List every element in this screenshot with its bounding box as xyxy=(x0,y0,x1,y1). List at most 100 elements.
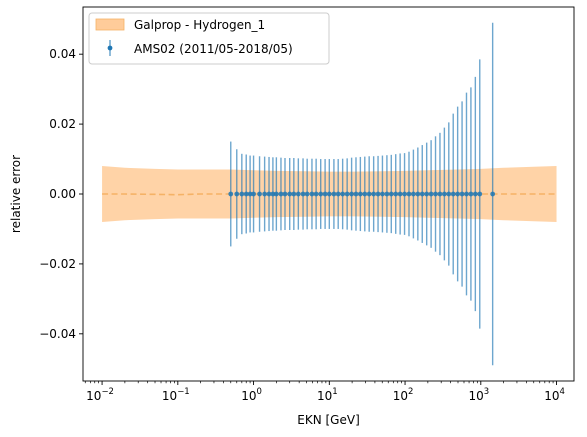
errorbar-point xyxy=(419,145,425,243)
y-tick-label: −0.04 xyxy=(39,327,76,341)
errorbar-point xyxy=(295,158,301,230)
errorbar-point xyxy=(282,157,288,231)
data-marker xyxy=(459,191,465,197)
data-marker xyxy=(243,191,249,197)
data-marker xyxy=(257,191,262,197)
errorbar-point xyxy=(340,158,346,230)
data-marker xyxy=(441,191,447,197)
data-marker xyxy=(446,191,452,197)
errorbar-point xyxy=(291,157,297,231)
errorbar-point xyxy=(362,156,368,232)
errorbar-point xyxy=(402,153,407,235)
data-marker xyxy=(375,191,381,197)
errorbar-point xyxy=(388,154,394,234)
data-marker xyxy=(428,191,434,197)
errorbar-point xyxy=(257,156,262,232)
errorbar-point xyxy=(428,140,434,248)
data-marker xyxy=(357,191,363,197)
data-marker xyxy=(437,191,443,197)
data-marker xyxy=(349,191,355,197)
data-marker xyxy=(353,191,359,197)
y-tick-label: 0.02 xyxy=(49,117,76,131)
data-marker xyxy=(295,191,301,197)
errorbar-point xyxy=(490,22,496,366)
data-marker xyxy=(234,191,240,197)
x-tick-label: 103 xyxy=(468,387,489,403)
data-marker xyxy=(490,191,496,197)
data-marker xyxy=(477,191,483,197)
data-marker xyxy=(380,191,385,197)
data-marker xyxy=(344,191,350,197)
data-marker xyxy=(326,191,332,197)
data-marker xyxy=(472,191,478,197)
errorbar-point xyxy=(472,76,478,312)
errorbar-point xyxy=(477,59,483,329)
errorbar-point xyxy=(357,156,363,232)
data-marker xyxy=(304,191,310,197)
x-tick-label: 10−2 xyxy=(86,387,114,403)
data-marker xyxy=(464,191,469,197)
data-marker xyxy=(455,191,461,197)
data-marker xyxy=(371,191,377,197)
data-marker xyxy=(262,191,268,197)
errorbar-point xyxy=(278,157,284,231)
data-marker xyxy=(419,191,425,197)
y-axis-label: relative error xyxy=(9,155,23,233)
errorbar-point xyxy=(270,157,276,231)
errorbar-point xyxy=(437,132,443,256)
errorbar-point xyxy=(415,147,421,241)
y-tick-label: −0.02 xyxy=(39,257,76,271)
errorbar-point xyxy=(251,155,256,233)
errorbar-point xyxy=(228,141,234,247)
data-marker xyxy=(335,191,341,197)
errorbar-point xyxy=(273,157,279,231)
data-marker xyxy=(402,191,407,197)
errorbar-point xyxy=(450,113,456,275)
data-marker xyxy=(322,191,328,197)
errorbar-point xyxy=(411,149,416,239)
plot-area xyxy=(102,22,557,366)
data-marker xyxy=(362,191,368,197)
errorbar-point xyxy=(344,158,350,230)
errorbar-point xyxy=(424,142,430,246)
errorbar-point xyxy=(243,154,249,234)
y-axis: −0.04 −0.02 0.00 0.02 0.04 xyxy=(39,47,83,341)
legend-entry-model: Galprop - Hydrogen_1 xyxy=(134,18,265,32)
data-marker xyxy=(415,191,421,197)
data-marker xyxy=(384,191,390,197)
data-marker xyxy=(300,191,306,197)
errorbar-point xyxy=(441,127,447,261)
data-marker xyxy=(468,191,474,197)
data-marker xyxy=(313,191,319,197)
errorbar-point xyxy=(468,87,474,301)
data-marker xyxy=(406,191,412,197)
legend-box xyxy=(88,12,330,65)
data-marker xyxy=(278,191,284,197)
errorbar-layer xyxy=(228,22,496,366)
data-marker xyxy=(424,191,430,197)
errorbar-point xyxy=(393,154,399,234)
data-marker xyxy=(397,191,403,197)
x-tick-label: 10−1 xyxy=(162,387,190,403)
data-marker xyxy=(331,191,337,197)
errorbar-point xyxy=(247,155,253,233)
data-marker xyxy=(340,191,346,197)
errorbar-point xyxy=(371,156,377,232)
errorbar-point xyxy=(353,157,359,231)
legend-errorbar-marker xyxy=(107,45,113,51)
errorbar-point xyxy=(349,157,355,231)
x-tick-label: 102 xyxy=(393,387,414,403)
data-marker xyxy=(450,191,456,197)
errorbar-point xyxy=(262,156,268,232)
errorbar-point xyxy=(331,159,337,229)
data-marker xyxy=(266,191,272,197)
errorbar-point xyxy=(322,159,328,229)
data-marker xyxy=(388,191,394,197)
legend-band-swatch xyxy=(95,18,125,31)
data-marker xyxy=(318,191,324,197)
data-marker xyxy=(393,191,399,197)
errorbar-point xyxy=(318,159,324,229)
errorbar-point xyxy=(464,92,469,296)
data-marker xyxy=(228,191,234,197)
y-tick-label: 0.00 xyxy=(49,187,76,201)
